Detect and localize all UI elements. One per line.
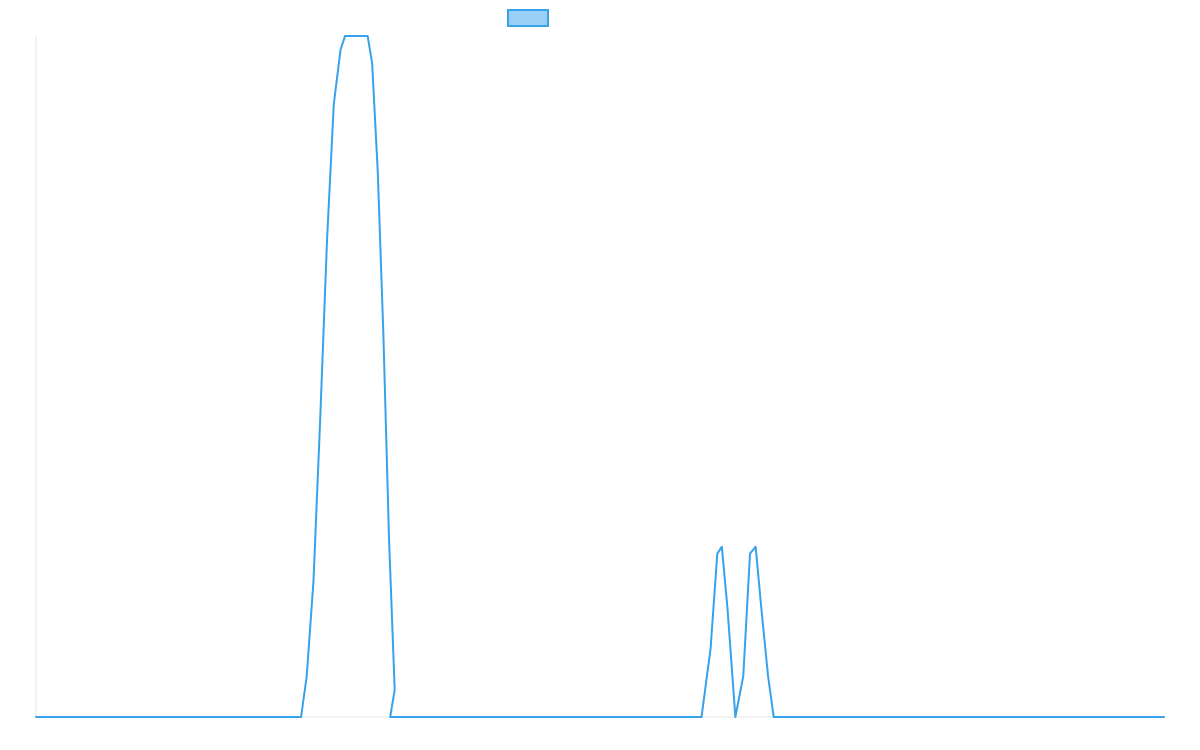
series-layer bbox=[35, 35, 1165, 718]
series-line-0 bbox=[35, 35, 1165, 718]
legend-swatch[interactable] bbox=[507, 9, 549, 27]
